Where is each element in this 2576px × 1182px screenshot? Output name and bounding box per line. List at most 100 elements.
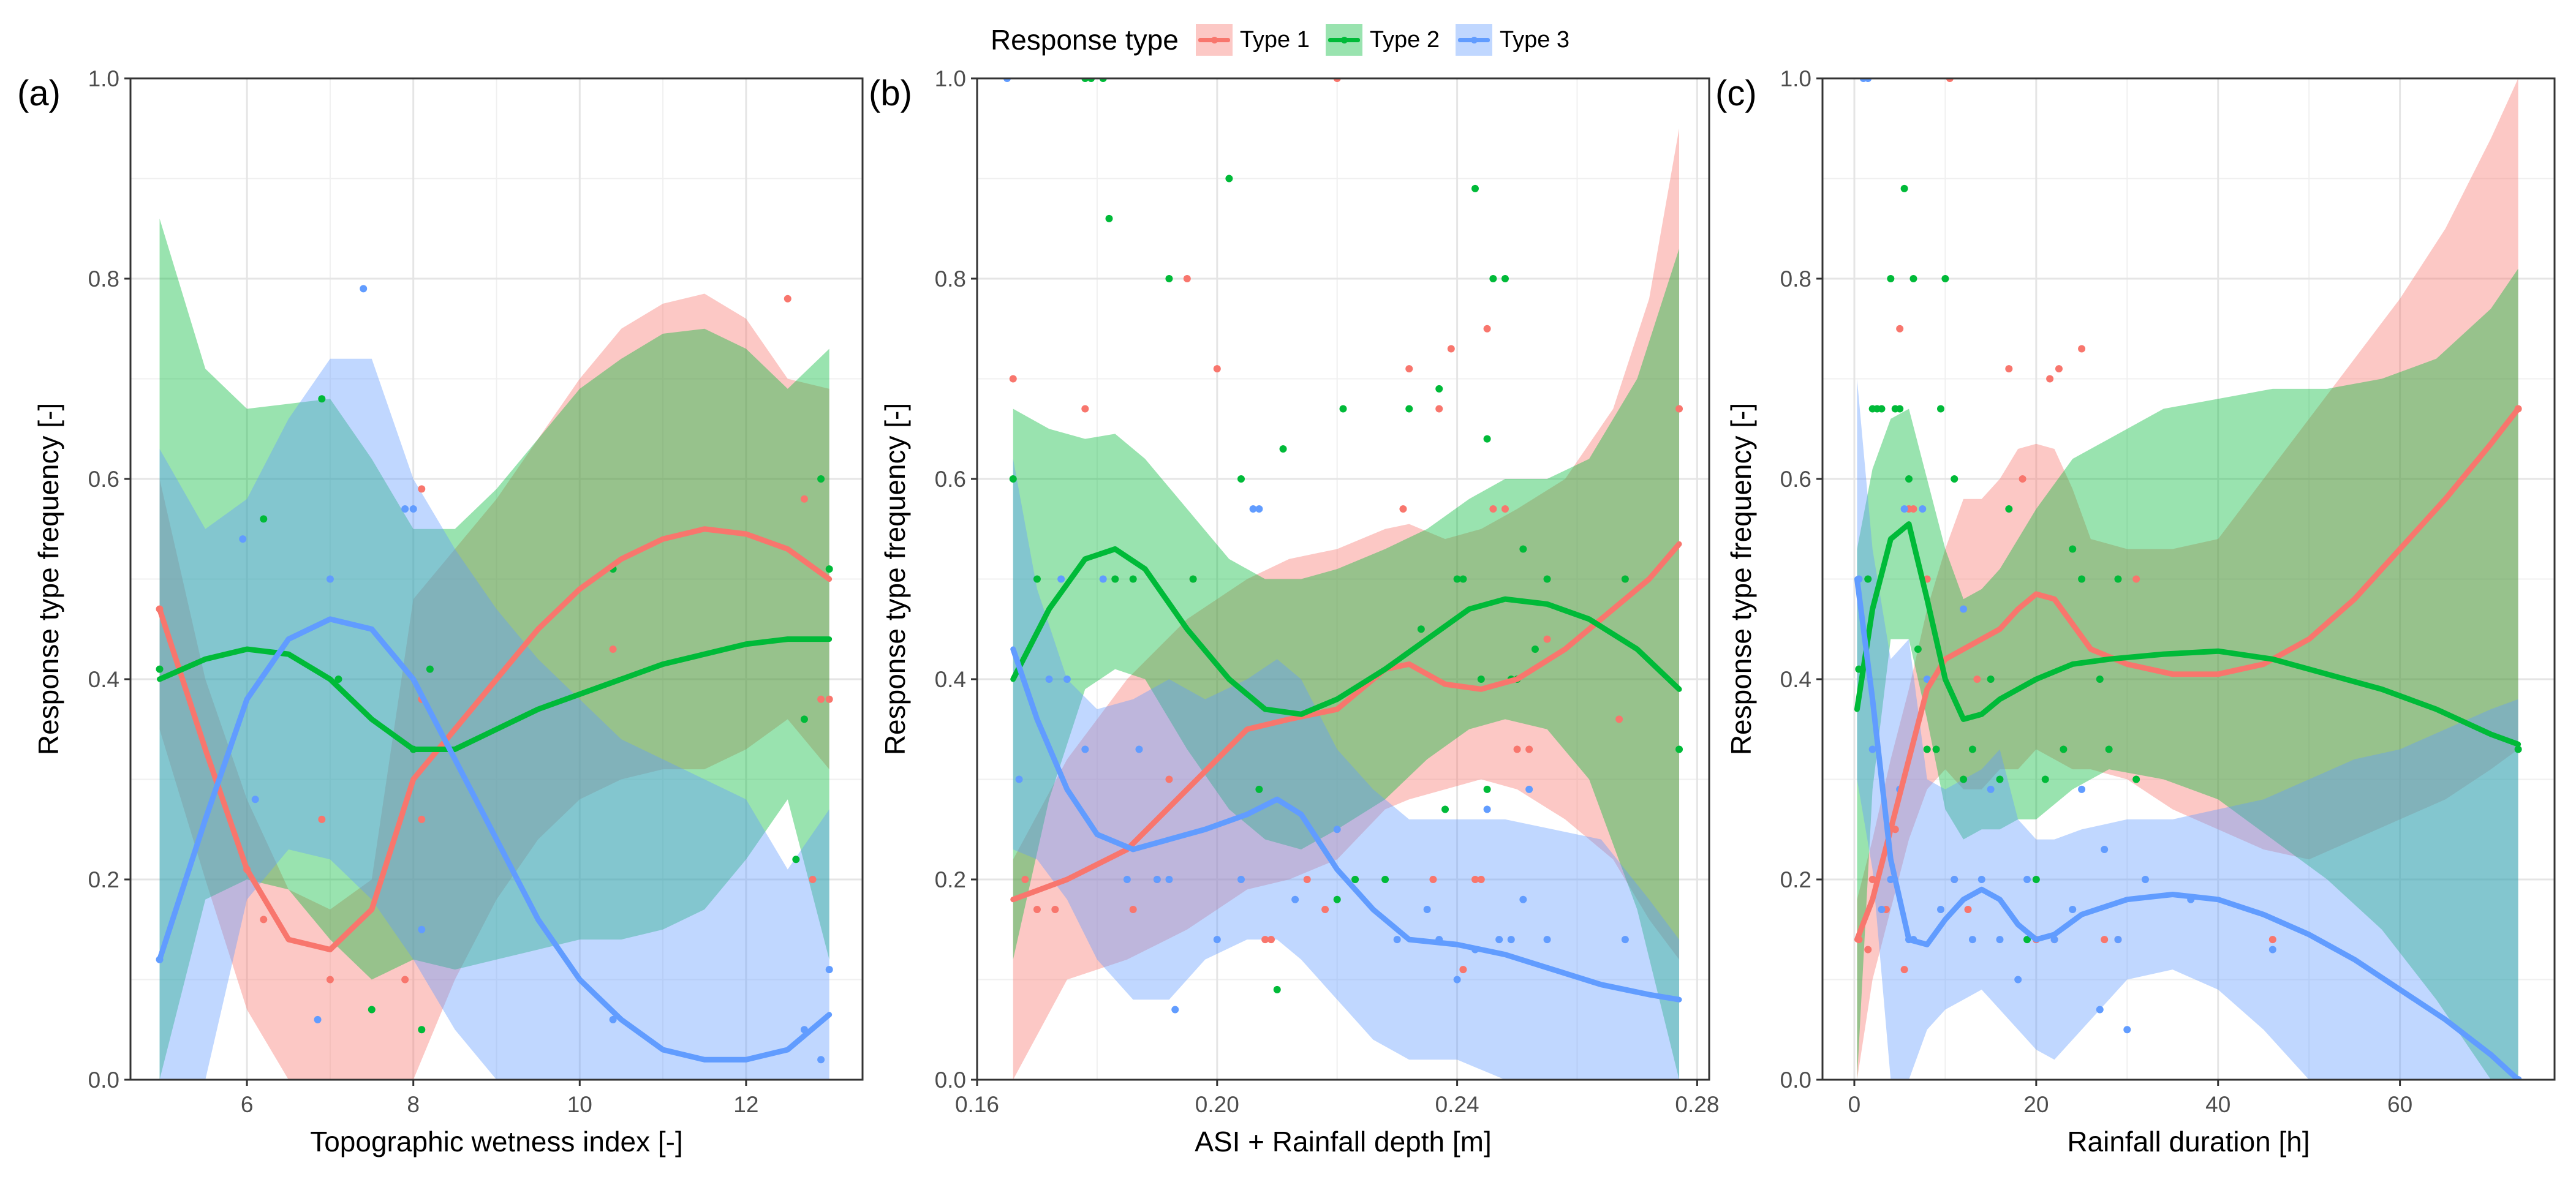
data-point-type-2 <box>1864 575 1872 583</box>
data-point-type-3 <box>2123 1026 2131 1034</box>
data-point-type-2 <box>1225 175 1233 183</box>
ci-band-type-3 <box>1857 378 2518 1080</box>
data-point-type-2 <box>1887 275 1895 282</box>
data-point-type-3 <box>1543 936 1551 944</box>
data-point-type-3 <box>1987 785 1995 793</box>
data-point-type-2 <box>1905 475 1913 483</box>
data-point-type-1 <box>1009 375 1017 383</box>
data-point-type-2 <box>1489 275 1497 282</box>
x-tick-label: 0.28 <box>1675 1092 1719 1117</box>
data-point-type-1 <box>1543 635 1551 643</box>
data-point-type-3 <box>1393 936 1401 944</box>
data-point-type-3 <box>314 1015 322 1023</box>
data-point-type-2 <box>1936 405 1944 413</box>
data-point-type-3 <box>239 535 247 543</box>
y-tick-label: 0.8 <box>88 266 119 292</box>
data-point-type-3 <box>1483 805 1491 813</box>
data-point-type-3 <box>360 285 368 293</box>
ci-band-type-2 <box>159 218 829 1080</box>
data-point-type-3 <box>1135 745 1143 753</box>
data-point-type-1 <box>1513 745 1521 753</box>
legend-item-type-2: Type 2 <box>1325 24 1440 56</box>
data-point-type-2 <box>1932 745 1940 753</box>
data-point-type-3 <box>1525 785 1533 793</box>
data-point-type-1 <box>1483 325 1491 333</box>
data-point-type-3 <box>1900 505 1908 513</box>
x-tick-label: 12 <box>733 1092 758 1117</box>
data-point-type-1 <box>2046 375 2054 383</box>
panel-label: (c) <box>1715 73 1757 113</box>
data-point-type-1 <box>1447 345 1455 353</box>
data-point-type-1 <box>609 645 617 653</box>
data-point-type-2 <box>1255 785 1263 793</box>
y-tick-label: 0.2 <box>88 867 119 892</box>
data-point-type-2 <box>318 395 326 403</box>
panel-border <box>976 77 1710 1081</box>
data-point-type-2 <box>1914 645 1922 653</box>
y-tick-label: 1.0 <box>1780 66 1811 91</box>
data-point-type-1 <box>1964 906 1972 914</box>
legend-key-type-3 <box>1455 24 1492 56</box>
data-point-type-2 <box>1621 575 1629 583</box>
smooth-line-type-2 <box>1010 546 1682 717</box>
y-tick-label: 0.4 <box>1780 667 1811 692</box>
data-point-type-2 <box>1987 676 1995 683</box>
data-point-type-1 <box>1615 715 1623 723</box>
x-tick-label: 0.16 <box>955 1092 999 1117</box>
data-point-type-3 <box>1333 826 1341 834</box>
data-point-type-1 <box>2268 936 2276 944</box>
data-point-type-1 <box>401 976 409 984</box>
y-tick-label: 0.0 <box>88 1067 119 1093</box>
data-point-type-1 <box>1864 946 1872 954</box>
x-tick-label: 0 <box>1848 1092 1861 1117</box>
data-point-type-1 <box>2019 475 2026 483</box>
data-point-type-3 <box>409 505 417 513</box>
ci-band-type-1 <box>1013 128 1680 1080</box>
data-point-type-3 <box>825 966 833 974</box>
legend-item-type-3: Type 3 <box>1455 24 1569 56</box>
data-point-type-2 <box>817 475 825 483</box>
data-point-type-3 <box>609 1015 617 1023</box>
data-point-type-3 <box>1015 775 1023 783</box>
data-point-type-1 <box>809 876 817 883</box>
data-point-type-3 <box>1237 876 1245 883</box>
data-point-type-1 <box>817 695 825 703</box>
data-point-type-2 <box>2069 545 2077 553</box>
ci-band-type-1 <box>1857 78 2518 1080</box>
panel-a: 0.0 0.2 0.4 0.6 0.8 1.0 6 8 10 12 Topographic wetn… <box>17 66 864 1158</box>
data-point-type-2 <box>1996 775 2004 783</box>
data-point-type-1 <box>418 485 426 493</box>
data-point-type-1 <box>1261 936 1269 944</box>
y-tick-label: 0.6 <box>88 467 119 492</box>
data-point-type-3 <box>1977 876 1985 883</box>
data-point-type-3 <box>251 796 259 804</box>
y-tick-label: 0.4 <box>935 667 966 692</box>
data-point-type-3 <box>1621 936 1629 944</box>
data-point-type-3 <box>2078 785 2086 793</box>
plot-area <box>1854 78 2522 1080</box>
data-point-type-2 <box>418 1026 426 1034</box>
data-point-type-3 <box>1951 876 1958 883</box>
data-point-type-1 <box>1051 906 1059 914</box>
data-point-type-2 <box>1339 405 1347 413</box>
data-point-type-3 <box>1045 676 1053 683</box>
data-point-type-2 <box>1483 785 1491 793</box>
data-point-type-1 <box>784 295 791 303</box>
data-point-type-1 <box>1405 365 1413 373</box>
data-point-type-1 <box>1501 505 1509 513</box>
data-point-type-1 <box>1471 876 1479 883</box>
y-tick-label: 1.0 <box>935 66 966 91</box>
y-tick-label: 0.6 <box>935 467 966 492</box>
data-point-type-2 <box>1009 475 1017 483</box>
data-point-type-2 <box>1900 184 1908 192</box>
y-axis-title: Response type frequency [-] <box>1725 403 1757 755</box>
legend: Response type Type 1 Type 2 Type 3 <box>0 18 2576 61</box>
legend-key-type-1 <box>1195 24 1233 56</box>
data-point-type-2 <box>1477 676 1485 683</box>
data-point-type-3 <box>2114 936 2122 944</box>
data-point-type-1 <box>1081 405 1089 413</box>
plot-area <box>1003 78 1683 1080</box>
y-tick-label: 0.8 <box>1780 266 1811 292</box>
smooth-line-type-1 <box>157 526 833 952</box>
